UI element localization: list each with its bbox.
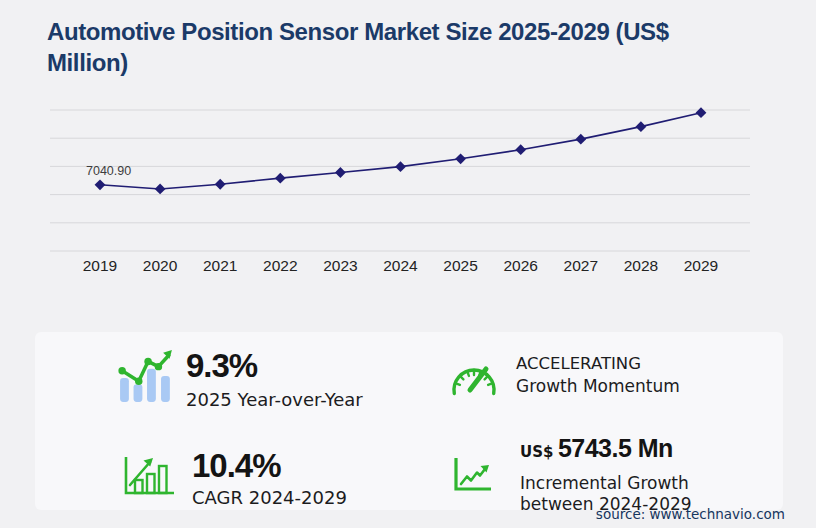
stat-incremental-growth: US$ 5743.5 Mn Incremental Growth between…	[453, 434, 692, 514]
x-tick-label: 2026	[503, 257, 537, 274]
market-size-line-chart: 7040.90 2019 2020 2021 2022 2023 2024 2025 2026 2…	[0, 90, 816, 290]
x-tick-label: 2022	[263, 257, 297, 274]
x-tick-label: 2020	[143, 257, 178, 274]
line-graph-arrow-icon	[453, 456, 493, 496]
source-attribution: source: www.technavio.com	[596, 506, 785, 522]
bar-chart-trend-icon	[118, 350, 174, 408]
data-point-marker	[215, 179, 226, 190]
incremental-currency: US$	[520, 443, 553, 461]
incremental-label-line1: Incremental Growth	[520, 473, 692, 493]
yoy-label: 2025 Year-over-Year	[186, 390, 363, 410]
x-tick-label: 2027	[564, 257, 598, 274]
x-tick-label: 2024	[383, 257, 418, 274]
first-point-value-label: 7040.90	[86, 164, 131, 178]
yoy-value: 9.3%	[186, 348, 363, 384]
x-tick-label: 2023	[323, 257, 357, 274]
page-title: Automotive Position Sensor Market Size 2…	[47, 16, 767, 78]
data-point-marker	[275, 173, 286, 184]
title-line-1: Automotive Position Sensor Market Size 2…	[47, 16, 767, 47]
x-tick-label: 2019	[83, 257, 117, 274]
stat-growth-momentum: ACCELERATING Growth Momentum	[450, 352, 680, 398]
x-tick-label: 2021	[203, 257, 237, 274]
cagr-value: 10.4%	[192, 448, 347, 484]
data-point-marker	[575, 134, 586, 145]
x-tick-label: 2028	[624, 257, 658, 274]
incremental-value-row: US$ 5743.5 Mn	[520, 434, 692, 463]
cagr-label: CAGR 2024-2029	[192, 488, 347, 508]
infographic-page: Automotive Position Sensor Market Size 2…	[0, 0, 816, 528]
data-point-marker	[455, 153, 466, 164]
data-point-marker	[696, 107, 707, 118]
speedometer-icon	[450, 356, 498, 400]
title-line-2: Million)	[47, 47, 767, 78]
data-point-marker	[95, 179, 106, 190]
growth-chart-arrow-icon	[123, 454, 177, 500]
data-point-marker	[155, 184, 166, 195]
data-point-marker	[335, 167, 346, 178]
stat-cagr: 10.4% CAGR 2024-2029	[123, 448, 347, 508]
momentum-status: ACCELERATING	[516, 352, 680, 375]
momentum-label: Growth Momentum	[516, 375, 680, 398]
chart-canvas: 7040.90 2019 2020 2021 2022 2023 2024 2025 2026 2…	[0, 90, 816, 290]
stat-yoy-growth: 9.3% 2025 Year-over-Year	[118, 348, 363, 410]
data-point-marker	[515, 144, 526, 155]
x-tick-label: 2025	[443, 257, 477, 274]
series-line	[100, 113, 701, 189]
data-point-marker	[636, 121, 647, 132]
data-point-marker	[395, 161, 406, 172]
incremental-value: 5743.5 Mn	[558, 434, 673, 462]
x-tick-label: 2029	[684, 257, 718, 274]
